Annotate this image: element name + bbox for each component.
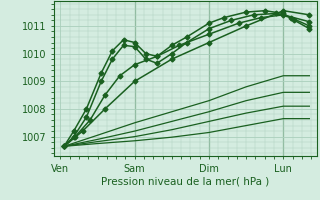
X-axis label: Pression niveau de la mer( hPa ): Pression niveau de la mer( hPa ) (101, 176, 270, 186)
